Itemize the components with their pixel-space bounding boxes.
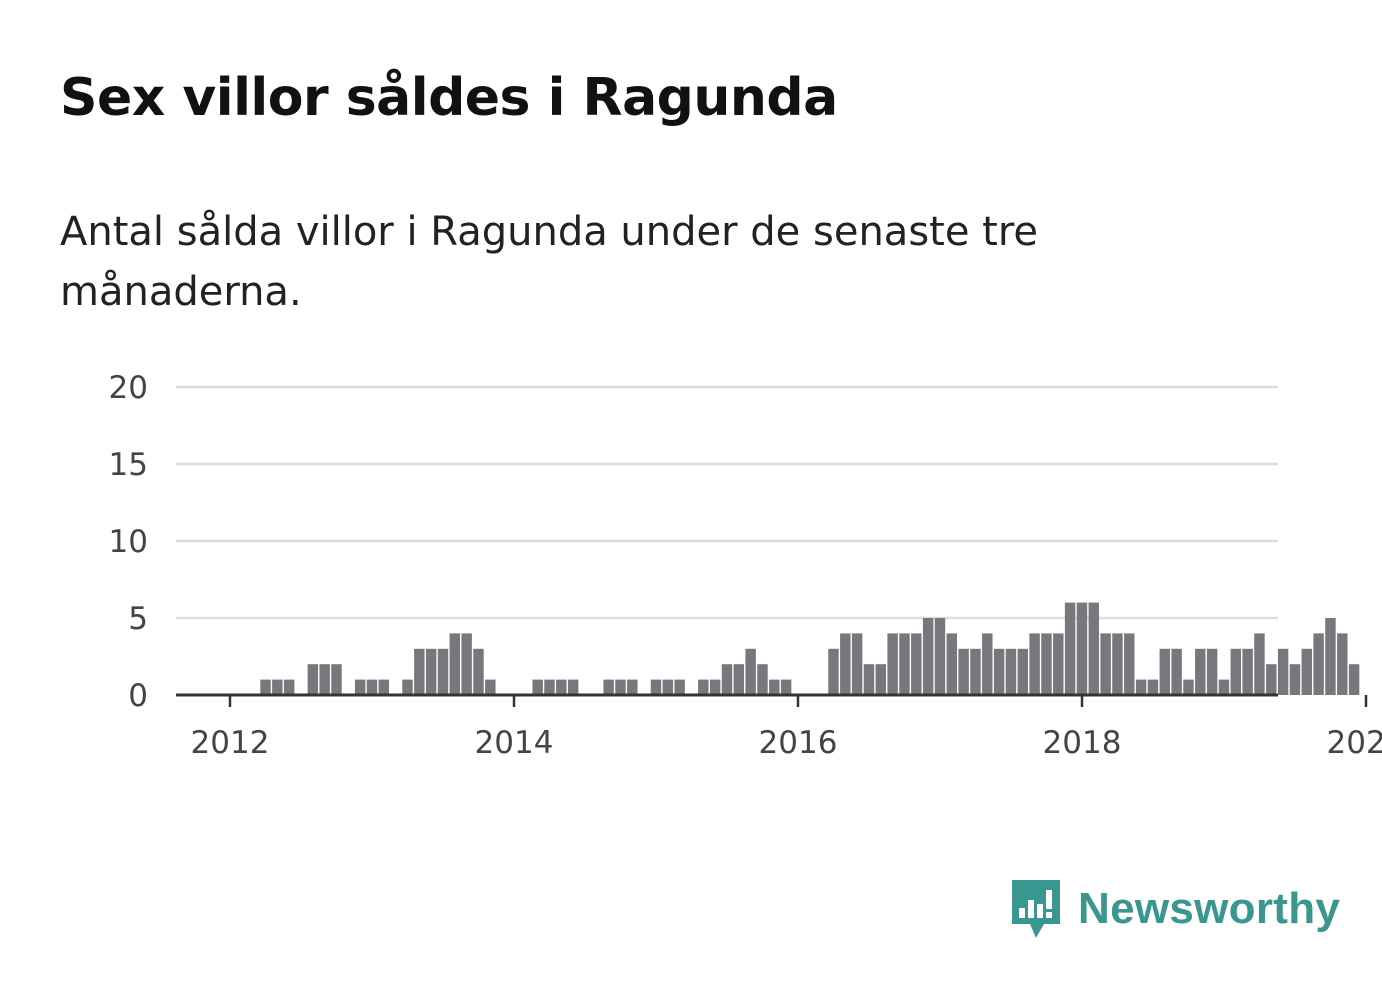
bar — [1100, 633, 1111, 695]
bar — [260, 679, 271, 695]
bar — [780, 679, 792, 695]
bar — [532, 679, 543, 695]
bar — [946, 633, 958, 695]
brand-name: Newsworthy — [1078, 884, 1341, 933]
bar — [437, 648, 449, 695]
y-tick-label: 10 — [109, 524, 148, 560]
bar — [449, 633, 461, 695]
bar — [1218, 679, 1230, 695]
bar — [721, 664, 733, 695]
bar — [745, 648, 756, 695]
bar — [958, 648, 969, 695]
bar — [1266, 664, 1277, 695]
bar — [1017, 648, 1029, 695]
bar — [1206, 648, 1218, 695]
bar — [1337, 633, 1348, 695]
bar — [674, 679, 685, 695]
bar — [769, 679, 780, 695]
bar — [414, 648, 425, 695]
bar — [283, 679, 295, 695]
bar — [1313, 633, 1324, 695]
bar — [544, 679, 555, 695]
bar — [911, 633, 922, 695]
bar — [1325, 618, 1336, 695]
bar — [1053, 633, 1064, 695]
bar — [1242, 648, 1253, 695]
bar — [473, 648, 484, 695]
bar — [1088, 602, 1100, 695]
bar — [875, 664, 887, 695]
bar — [1112, 633, 1123, 695]
bar — [1348, 664, 1360, 695]
bar — [1135, 679, 1147, 695]
y-tick-label: 5 — [128, 601, 148, 637]
chart-title: Sex villor såldes i Ragunda — [60, 68, 838, 128]
bar — [899, 633, 910, 695]
bar — [1301, 648, 1312, 695]
bar — [615, 679, 626, 695]
bar — [709, 679, 721, 695]
bar — [733, 664, 745, 695]
bar — [1029, 633, 1040, 695]
bar — [1124, 633, 1135, 695]
bar — [1147, 679, 1159, 695]
bar — [887, 633, 898, 695]
bar — [1254, 633, 1265, 695]
x-tick-label: 2018 — [1043, 725, 1122, 761]
bar — [366, 679, 378, 695]
bar — [354, 679, 366, 695]
chart-subtitle: Antal sålda villor i Ragunda under de se… — [60, 209, 1039, 315]
x-tick-label: 2016 — [759, 725, 838, 761]
x-tick-label: 2012 — [191, 725, 270, 761]
bar — [922, 618, 934, 695]
bar — [1064, 602, 1076, 695]
bar — [851, 633, 863, 695]
x-tick-label: 2014 — [475, 725, 554, 761]
bar — [828, 648, 839, 695]
bar — [627, 679, 638, 695]
bar — [757, 664, 768, 695]
bar — [982, 633, 993, 695]
bar — [603, 679, 614, 695]
bar — [1289, 664, 1301, 695]
bar — [698, 679, 709, 695]
bar — [461, 633, 472, 695]
y-tick-label: 15 — [109, 447, 148, 483]
bar — [1230, 648, 1241, 695]
bar — [402, 679, 413, 695]
bar — [485, 679, 496, 695]
bar — [1005, 648, 1017, 695]
bar — [307, 664, 319, 695]
bar — [556, 679, 567, 695]
bar — [993, 648, 1005, 695]
bar — [863, 664, 875, 695]
bar — [567, 679, 579, 695]
bar — [650, 679, 662, 695]
newsworthy-logo[interactable]: Newsworthy — [1010, 878, 1340, 940]
axes: 0510152020122014201620182020202220242026 — [109, 370, 1382, 761]
bar — [331, 664, 342, 695]
bar — [1277, 648, 1289, 695]
newsworthy-logo-icon — [1012, 880, 1060, 938]
bar — [840, 633, 851, 695]
bar — [1195, 648, 1206, 695]
y-tick-label: 20 — [109, 370, 148, 406]
bar — [662, 679, 674, 695]
bar — [1041, 633, 1052, 695]
y-tick-label: 0 — [128, 678, 148, 714]
gridlines — [176, 385, 1278, 620]
bar — [272, 679, 283, 695]
bars — [260, 602, 1360, 695]
bar — [1076, 602, 1088, 695]
bar — [425, 648, 437, 695]
bar — [934, 618, 946, 695]
bar — [319, 664, 330, 695]
bar — [970, 648, 981, 695]
bar — [1183, 679, 1194, 695]
bar — [1171, 648, 1182, 695]
bar — [378, 679, 390, 695]
bar — [1159, 648, 1171, 695]
